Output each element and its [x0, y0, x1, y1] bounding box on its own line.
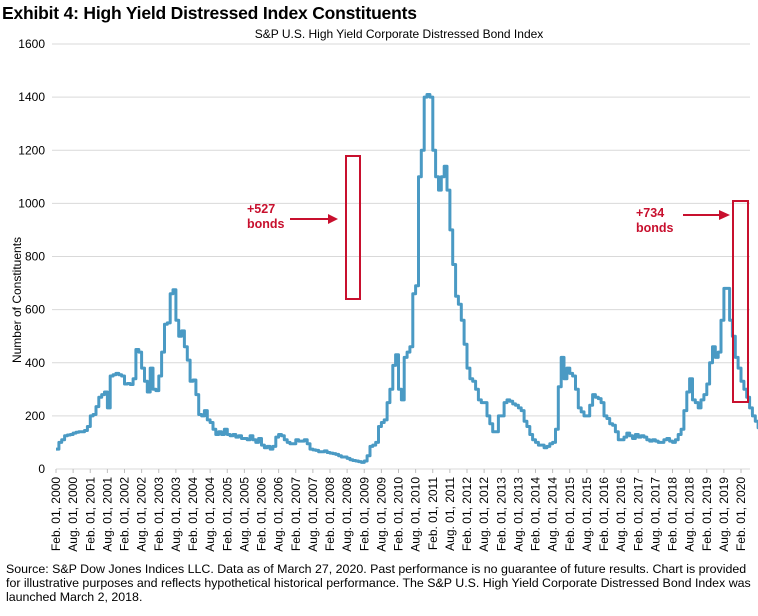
x-tick-label: Aug. 01, 2011 [443, 477, 457, 551]
x-tick-label: Feb. 01, 2015 [563, 477, 577, 551]
y-axis-ticks: 0 200 400 600 800 1000 1200 1400 1600 [18, 37, 45, 476]
y-tick-label: 600 [25, 303, 45, 317]
x-tick-label: Aug. 01, 2007 [306, 477, 320, 552]
x-tick-label: Aug. 01, 2002 [135, 477, 149, 552]
x-tick-label: Feb. 01, 2018 [666, 477, 680, 551]
y-tick-label: 1600 [18, 37, 45, 51]
x-tick-label: Aug. 01, 2014 [546, 477, 560, 552]
x-tick-label: Feb. 01, 2012 [460, 477, 474, 551]
x-tick-label: Aug. 01, 2005 [237, 477, 251, 552]
x-tick-label: Feb. 01, 2013 [494, 477, 508, 551]
x-tick-label: Feb. 01, 2001 [83, 477, 97, 551]
x-tick-label: Feb. 01, 2006 [255, 477, 269, 551]
y-tick-label: 400 [25, 356, 45, 370]
source-footnote: Source: S&P Dow Jones Indices LLC. Data … [6, 562, 751, 604]
x-tick-label: Aug. 01, 2001 [100, 477, 114, 552]
exhibit-title: Exhibit 4: High Yield Distressed Index C… [2, 3, 417, 23]
y-tick-label: 0 [38, 462, 45, 476]
x-tick-label: Aug. 01, 2006 [272, 477, 286, 552]
y-tick-label: 1200 [18, 143, 45, 157]
x-tick-label: Aug. 01, 2016 [614, 477, 628, 552]
y-tick-label: 200 [25, 409, 45, 423]
x-axis: Feb. 01, 2000 Aug. 01, 2000 Feb. 01, 2001 A… [49, 468, 750, 552]
y-tick-label: 1000 [18, 196, 45, 210]
y-tick-label: 800 [25, 250, 45, 264]
x-tick-label: Aug. 01, 2008 [340, 477, 354, 552]
x-tick-label: Aug. 01, 2012 [477, 477, 491, 552]
annotation-unit-2020: bonds [636, 221, 674, 235]
x-tick-label: Aug. 01, 2009 [374, 477, 388, 552]
arrow-head-2020 [719, 210, 730, 220]
x-tick-label: Feb. 01, 2010 [392, 477, 406, 551]
x-tick-label: Feb. 01, 2016 [597, 477, 611, 551]
x-tick-label: Feb. 01, 2009 [357, 477, 371, 551]
x-tick-label: Feb. 01, 2011 [426, 477, 440, 550]
x-tick-label: Aug. 01, 2017 [648, 477, 662, 552]
x-tick-label: Aug. 01, 2003 [169, 477, 183, 552]
annotation-unit-2008: bonds [247, 217, 285, 231]
x-tick-label: Aug. 01, 2019 [717, 477, 731, 552]
x-tick-label: Aug. 01, 2013 [511, 477, 525, 552]
line-chart: 0 200 400 600 800 1000 1200 1400 1600 Feb. 01, 2… [10, 37, 758, 552]
annotation-2008: +527 bonds [247, 155, 361, 300]
y-tick-label: 1400 [18, 90, 45, 104]
highlight-box-2020 [732, 200, 749, 403]
x-tick-label: Feb. 01, 2019 [700, 477, 714, 551]
x-tick-label: Feb. 01, 2000 [49, 477, 63, 551]
x-tick-label: Feb. 01, 2004 [186, 477, 200, 551]
annotation-value-2008: +527 [247, 202, 275, 216]
x-tick-label: Feb. 01, 2007 [289, 477, 303, 551]
arrow-head-2008 [328, 214, 338, 224]
x-tick-label: Feb. 01, 2014 [529, 477, 543, 551]
annotation-2020: +734 bonds [636, 200, 749, 403]
highlight-box-2008 [345, 155, 361, 300]
chart-title: S&P U.S. High Yield Corporate Distressed… [254, 27, 544, 41]
x-tick-label: Aug. 01, 2010 [409, 477, 423, 552]
series-line-constituents [56, 93, 758, 464]
x-tick-label: Aug. 01, 2015 [580, 477, 594, 552]
x-tick-label: Feb. 01, 2005 [220, 477, 234, 551]
x-tick-label: Aug. 01, 2004 [203, 477, 217, 552]
gridlines [52, 43, 750, 417]
x-tick-label: Aug. 01, 2000 [66, 477, 80, 552]
x-tick-label: Feb. 01, 2017 [631, 477, 645, 551]
x-tick-label: Aug. 01, 2018 [683, 477, 697, 552]
x-tick-label: Feb. 01, 2003 [152, 477, 166, 551]
x-tick-label: Feb. 01, 2008 [323, 477, 337, 551]
annotation-value-2020: +734 [636, 206, 664, 220]
x-tick-label: Feb. 01, 2002 [118, 477, 132, 551]
x-tick-label: Feb. 01, 2020 [734, 477, 748, 551]
y-axis-label: Number of Constituents [10, 237, 24, 363]
